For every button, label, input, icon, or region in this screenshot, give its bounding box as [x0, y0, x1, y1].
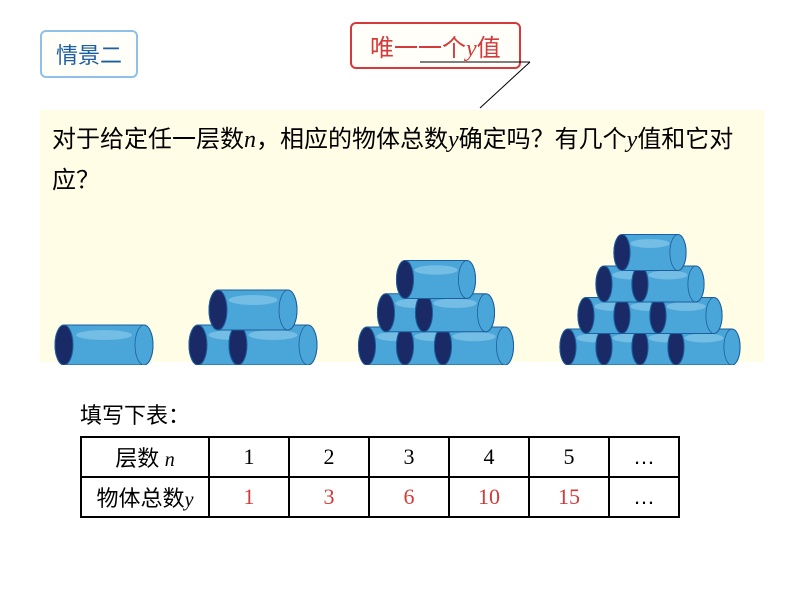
cylinder-stacks — [40, 200, 764, 370]
callout-line — [420, 60, 540, 110]
y-val: 15 — [529, 477, 609, 517]
row2-header: 物体总数y — [81, 477, 209, 517]
y-val: 10 — [449, 477, 529, 517]
n-val: 4 — [449, 437, 529, 477]
stack-2 — [178, 265, 328, 370]
unique-y: y — [466, 36, 477, 62]
stack-4 — [545, 195, 755, 370]
table-row: 层数 n 1 2 3 4 5 … — [81, 437, 679, 477]
fill-table-label: 填写下表： — [80, 398, 190, 430]
data-table: 层数 n 1 2 3 4 5 … 物体总数y 1 3 6 10 15 … — [80, 436, 680, 518]
y-val: 3 — [289, 477, 369, 517]
unique-cn2: 值 — [477, 36, 501, 62]
unique-cn1: 唯一一个 — [370, 36, 466, 62]
stack-1 — [49, 305, 159, 370]
row1-header: 层数 n — [81, 437, 209, 477]
n-val: 2 — [289, 437, 369, 477]
y-val: 1 — [209, 477, 289, 517]
scenario-label: 情景二 — [56, 43, 122, 68]
question-text: 对于给定任一层数n，相应的物体总数y确定吗？有几个y值和它对应？ — [52, 120, 752, 202]
q-p1: 对于给定任一层数 — [52, 126, 244, 153]
q-y2: y — [627, 127, 638, 153]
n-val: 1 — [209, 437, 289, 477]
y-val: … — [609, 477, 679, 517]
stack-3 — [346, 225, 526, 370]
scenario-tag: 情景二 — [40, 30, 138, 78]
q-p3: 确定吗？有几个 — [459, 126, 627, 153]
table-row: 物体总数y 1 3 6 10 15 … — [81, 477, 679, 517]
n-val: 5 — [529, 437, 609, 477]
n-val: … — [609, 437, 679, 477]
y-val: 6 — [369, 477, 449, 517]
q-y: y — [448, 127, 459, 153]
n-val: 3 — [369, 437, 449, 477]
q-n: n — [244, 127, 256, 153]
q-p2: ，相应的物体总数 — [256, 126, 448, 153]
